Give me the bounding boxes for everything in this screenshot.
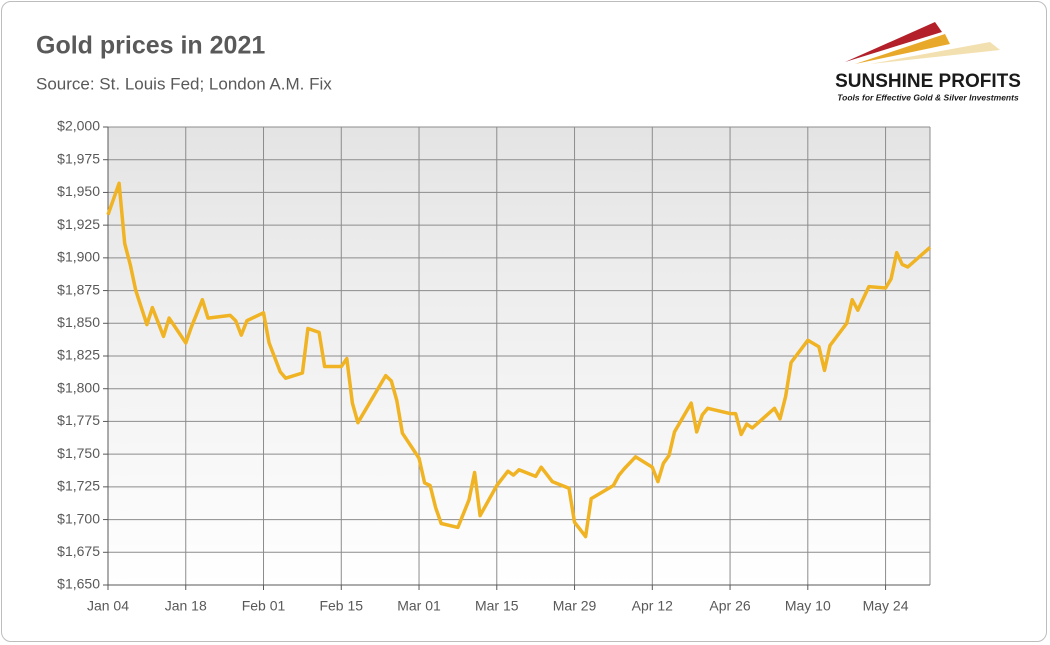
logo-tagline: Tools for Effective Gold & Silver Invest… [837,92,1019,102]
y-tick-label: $1,700 [57,510,100,526]
chart-title: Gold prices in 2021 [36,32,265,60]
y-tick-label: $1,725 [57,478,100,494]
logo: SUNSHINE PROFITS Tools for Effective Gol… [835,22,1021,102]
y-tick-label: $1,825 [57,347,100,363]
logo-swoosh [845,22,942,62]
x-tick-label: Mar 01 [397,598,441,614]
x-tick-label: Jan 18 [165,598,207,614]
x-tick-label: Mar 15 [475,598,519,614]
x-tick-label: Feb 01 [242,598,286,614]
y-tick-label: $1,875 [57,281,100,297]
x-tick-label: May 10 [785,598,831,614]
chart-subtitle: Source: St. Louis Fed; London A.M. Fix [36,74,332,93]
x-tick-label: Mar 29 [553,598,597,614]
y-tick-label: $1,850 [57,314,100,330]
y-tick-label: $1,750 [57,445,100,461]
logo-swoosh [855,34,950,64]
x-tick-label: May 24 [863,598,909,614]
x-tick-label: Apr 12 [632,598,673,614]
x-tick-label: Apr 26 [709,598,750,614]
logo-swoosh [870,42,1000,64]
y-tick-label: $1,675 [57,543,100,559]
y-tick-label: $1,950 [57,183,100,199]
price-line [106,181,932,539]
x-tick-label: Feb 15 [319,598,363,614]
y-tick-label: $2,000 [57,118,100,134]
y-tick-label: $1,775 [57,412,100,428]
y-tick-label: $1,975 [57,150,100,166]
y-tick-label: $1,925 [57,216,100,232]
x-tick-label: Jan 04 [87,598,129,614]
y-tick-label: $1,800 [57,379,100,395]
y-tick-label: $1,650 [57,576,100,592]
y-tick-label: $1,900 [57,249,100,265]
logo-name: SUNSHINE PROFITS [835,71,1021,92]
